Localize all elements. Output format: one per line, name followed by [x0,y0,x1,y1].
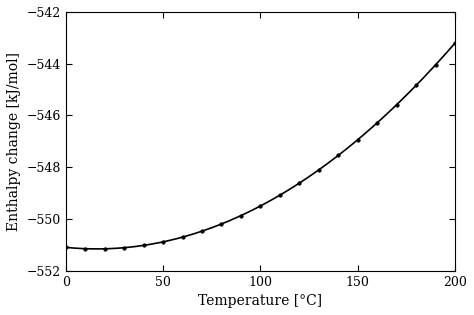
Y-axis label: Enthalpy change [kJ/mol]: Enthalpy change [kJ/mol] [7,52,21,231]
X-axis label: Temperature [°C]: Temperature [°C] [198,294,322,308]
